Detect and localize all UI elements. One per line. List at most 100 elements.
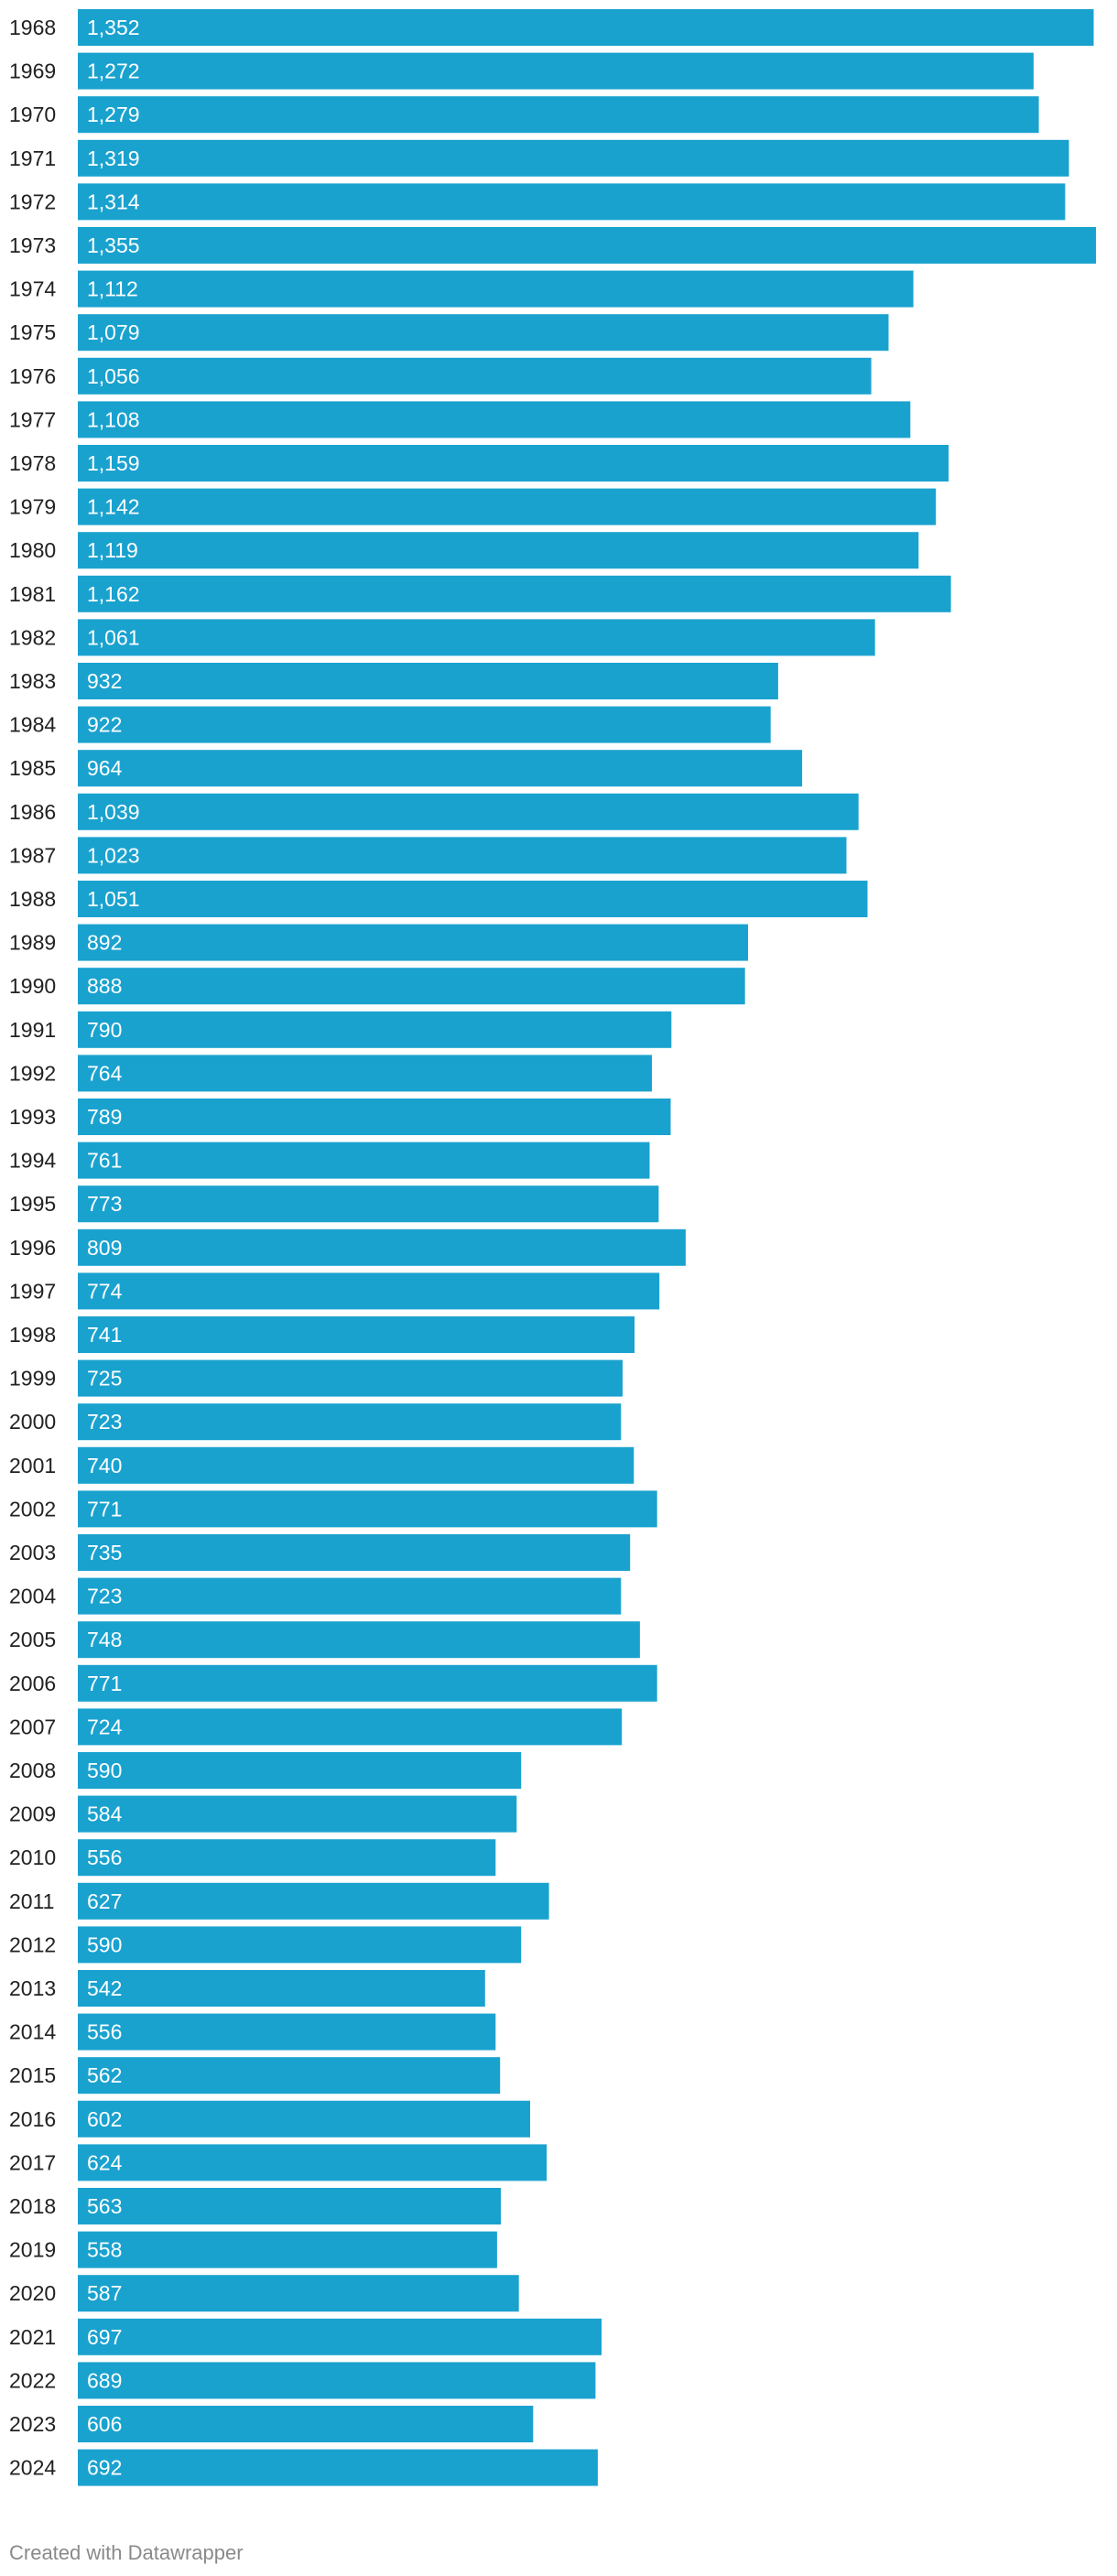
value-label: 725 <box>87 1367 122 1391</box>
value-label: 556 <box>87 2020 122 2044</box>
bar <box>78 1577 622 1615</box>
value-label: 1,079 <box>87 320 140 344</box>
value-label: 1,119 <box>87 538 138 562</box>
value-label: 740 <box>87 1454 122 1477</box>
category-label: 1986 <box>9 800 56 824</box>
bar-row: 1998 741 <box>9 1316 635 1353</box>
value-label: 689 <box>87 2368 122 2392</box>
value-label: 584 <box>87 1802 123 1826</box>
category-label: 2002 <box>9 1497 56 1521</box>
bar <box>78 96 1039 134</box>
bar <box>78 488 937 525</box>
bar <box>78 1708 623 1746</box>
category-label: 1988 <box>9 887 56 911</box>
bar <box>78 706 771 743</box>
value-label: 556 <box>87 1845 122 1869</box>
bar-row: 2006 771 <box>9 1664 657 1702</box>
bar <box>78 401 911 438</box>
bar-row: 1995 773 <box>9 1185 659 1223</box>
bar <box>78 1055 652 1092</box>
value-label: 892 <box>87 931 122 955</box>
bar-row: 1992 764 <box>9 1055 652 1092</box>
bar <box>78 445 949 482</box>
bar <box>78 1664 657 1702</box>
category-label: 2020 <box>9 2281 56 2305</box>
bar-row: 1982 1,061 <box>9 619 875 656</box>
bar <box>78 2318 602 2355</box>
category-label: 2003 <box>9 1541 56 1564</box>
bar <box>78 2231 497 2268</box>
category-label: 1975 <box>9 320 56 344</box>
category-label: 1997 <box>9 1279 56 1303</box>
category-label: 2014 <box>9 2020 56 2044</box>
value-label: 964 <box>87 756 123 780</box>
value-label: 1,108 <box>87 407 140 431</box>
bar-row: 1981 1,162 <box>9 575 951 612</box>
category-label: 2017 <box>9 2150 56 2174</box>
category-label: 1999 <box>9 1367 56 1391</box>
value-label: 590 <box>87 1932 122 1956</box>
bar <box>78 968 745 1005</box>
bar-row: 1984 922 <box>9 706 771 743</box>
value-label: 1,314 <box>87 189 140 213</box>
category-label: 1992 <box>9 1061 56 1085</box>
value-label: 590 <box>87 1759 122 1782</box>
bar-row: 2019 558 <box>9 2231 497 2268</box>
bar-row: 2014 556 <box>9 2013 496 2051</box>
bar <box>78 924 748 961</box>
bar <box>78 52 1034 90</box>
category-label: 2012 <box>9 1932 56 1956</box>
value-label: 1,023 <box>87 843 140 867</box>
value-label: 723 <box>87 1410 122 1434</box>
value-label: 771 <box>87 1497 122 1521</box>
bar-row: 1978 1,159 <box>9 445 949 482</box>
datawrapper-credit[interactable]: Created with Datawrapper <box>9 2541 244 2564</box>
category-label: 1985 <box>9 756 56 780</box>
value-label: 888 <box>87 974 122 998</box>
value-label: 1,162 <box>87 582 140 606</box>
bar <box>78 1882 549 1920</box>
category-label: 2022 <box>9 2368 56 2392</box>
bar-row: 1999 725 <box>9 1359 623 1397</box>
bar-row: 2017 624 <box>9 2144 548 2181</box>
bar-row: 2021 697 <box>9 2318 602 2355</box>
category-label: 1998 <box>9 1323 56 1347</box>
value-label: 724 <box>87 1715 123 1738</box>
bar-row: 2011 627 <box>9 1882 549 1920</box>
category-label: 2018 <box>9 2194 56 2218</box>
bar-row: 1990 888 <box>9 968 745 1005</box>
bar-row: 2000 723 <box>9 1403 622 1441</box>
bar <box>78 2100 530 2138</box>
value-label: 606 <box>87 2412 122 2436</box>
bar-row: 1977 1,108 <box>9 401 911 438</box>
category-label: 2016 <box>9 2107 56 2131</box>
bar-row: 1987 1,023 <box>9 837 847 874</box>
category-label: 2024 <box>9 2456 56 2480</box>
bar <box>78 881 868 917</box>
bar <box>78 575 951 612</box>
bar <box>78 1970 485 2007</box>
value-label: 723 <box>87 1585 122 1608</box>
bar-row: 2008 590 <box>9 1752 522 1789</box>
bar <box>78 1316 635 1353</box>
bar-row: 1970 1,279 <box>9 96 1039 134</box>
value-label: 602 <box>87 2107 122 2131</box>
bar <box>78 2449 598 2486</box>
bar-row: 1985 964 <box>9 750 803 787</box>
category-label: 1990 <box>9 974 56 998</box>
bar-row: 1988 1,051 <box>9 881 868 917</box>
bar <box>78 1839 496 1877</box>
category-label: 1978 <box>9 451 56 475</box>
bar <box>78 1099 671 1135</box>
value-label: 789 <box>87 1105 122 1129</box>
value-label: 587 <box>87 2281 122 2305</box>
bar-row: 2009 584 <box>9 1795 517 1833</box>
bar-row: 1979 1,142 <box>9 488 937 525</box>
bar-row: 2012 590 <box>9 1926 522 1964</box>
category-label: 1996 <box>9 1236 56 1260</box>
bar <box>78 2406 534 2442</box>
bar <box>78 139 1069 177</box>
category-label: 1991 <box>9 1018 56 1042</box>
bar-row: 2022 689 <box>9 2362 596 2399</box>
